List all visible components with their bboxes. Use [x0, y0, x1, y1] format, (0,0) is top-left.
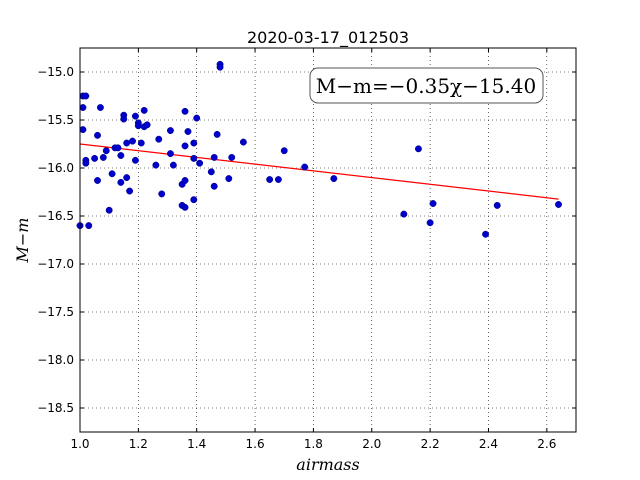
data-point — [225, 175, 233, 183]
x-tick-label: 1.6 — [246, 437, 265, 451]
data-point — [120, 115, 128, 123]
y-tick-label: −17.0 — [37, 257, 74, 271]
x-ticks: 1.0 1.2 1.4 1.6 1.8 2.0 2.2 2.4 2.6 — [70, 48, 556, 451]
y-tick-label: −18.5 — [37, 401, 74, 415]
y-tick-label: −17.5 — [37, 305, 74, 319]
y-axis-label: M−m — [13, 218, 32, 264]
data-point — [134, 122, 142, 130]
data-point — [301, 163, 309, 171]
data-point — [426, 219, 434, 227]
data-point — [190, 154, 198, 162]
data-point — [114, 144, 122, 152]
data-point — [94, 131, 101, 139]
data-point — [105, 206, 113, 214]
y-tick-label: −16.5 — [37, 209, 74, 223]
y-tick-label: −18.0 — [37, 353, 74, 367]
data-point — [140, 106, 148, 114]
data-point — [184, 128, 192, 135]
data-point — [82, 159, 90, 167]
data-point — [129, 137, 136, 145]
data-point — [91, 154, 99, 162]
data-point — [280, 147, 288, 155]
data-point — [555, 201, 562, 208]
data-point — [330, 175, 338, 183]
data-point — [155, 135, 163, 143]
data-point — [213, 130, 221, 138]
data-point — [99, 153, 107, 161]
data-points — [76, 60, 562, 238]
data-point — [102, 147, 110, 155]
data-point — [169, 161, 177, 169]
fit-line — [79, 143, 559, 200]
data-point — [228, 153, 236, 161]
data-point — [493, 201, 501, 209]
data-point — [216, 63, 224, 71]
x-tick-label: 1.2 — [129, 437, 148, 451]
data-point — [274, 176, 282, 183]
data-point — [137, 139, 145, 147]
data-point — [482, 230, 490, 238]
data-point — [82, 92, 90, 100]
data-point — [190, 139, 198, 147]
data-point — [196, 159, 204, 167]
data-point — [166, 150, 174, 158]
fit-line-group — [79, 143, 559, 200]
x-tick-label: 2.4 — [479, 437, 498, 451]
data-point — [239, 138, 247, 146]
y-tick-label: −16.0 — [37, 161, 74, 175]
data-point — [266, 176, 274, 183]
chart-title: 2020-03-17_012503 — [247, 28, 409, 48]
data-point — [131, 156, 139, 164]
y-tick-label: −15.0 — [37, 65, 74, 79]
data-point — [85, 222, 93, 230]
data-point — [94, 177, 101, 184]
annotation-box — [309, 67, 544, 104]
data-point — [166, 127, 174, 135]
data-point — [190, 196, 198, 204]
data-point — [429, 200, 437, 207]
x-tick-label: 1.4 — [187, 437, 206, 451]
data-point — [117, 178, 125, 186]
data-point — [158, 190, 166, 198]
y-ticks: −15.0 −15.5 −16.0 −16.5 −17.0 −17.5 −18.0 −18.5 — [37, 65, 576, 415]
data-point — [210, 153, 218, 161]
data-point — [126, 187, 134, 195]
x-tick-label: 2.6 — [537, 437, 556, 451]
data-point — [131, 112, 139, 120]
data-point — [123, 139, 131, 147]
x-axis-label: airmass — [296, 455, 359, 474]
data-point — [152, 161, 160, 169]
data-point — [123, 174, 131, 182]
equation-annotation: M−m=−0.35χ−15.40 — [309, 67, 544, 104]
data-point — [210, 182, 218, 190]
x-tick-label: 2.0 — [362, 437, 381, 451]
data-point — [400, 210, 408, 218]
data-point — [181, 107, 189, 115]
y-tick-label: −15.5 — [37, 113, 74, 127]
data-point — [79, 126, 87, 134]
data-point — [181, 142, 189, 150]
plot-frame — [79, 47, 577, 433]
grid-lines — [79, 48, 576, 432]
data-point — [207, 168, 215, 176]
x-tick-label: 1.0 — [70, 437, 89, 451]
x-tick-label: 1.8 — [304, 437, 323, 451]
data-point — [117, 152, 125, 159]
data-point — [414, 145, 422, 153]
data-point — [108, 170, 116, 178]
x-tick-label: 2.2 — [421, 437, 440, 451]
data-point — [79, 104, 87, 111]
data-point — [181, 177, 189, 184]
annotation-text: M−m=−0.35χ−15.40 — [316, 74, 536, 98]
data-point — [143, 121, 151, 129]
data-point — [181, 203, 189, 211]
data-point — [96, 104, 104, 111]
data-point — [193, 114, 201, 122]
